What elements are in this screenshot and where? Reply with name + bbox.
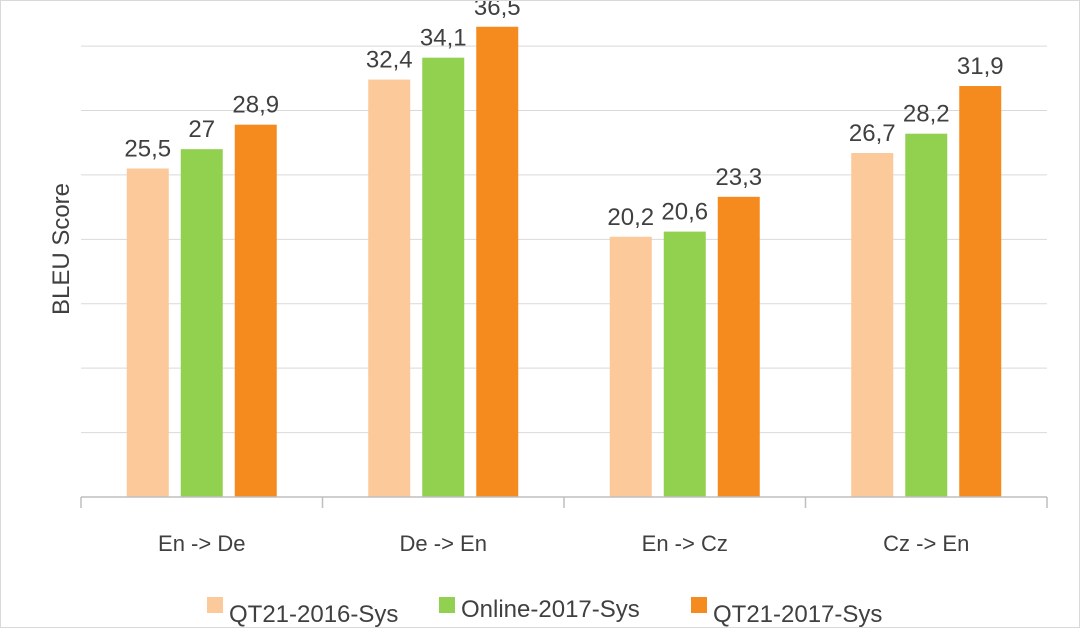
bar — [851, 153, 894, 497]
legend-label: QT21-2017-Sys — [713, 601, 882, 628]
legend: QT21-2016-Sys Online-2017-Sys QT21-2017-Sy… — [207, 596, 882, 628]
legend-label: QT21-2016-Sys — [229, 601, 398, 628]
data-label: 20,6 — [661, 199, 708, 226]
y-axis-label: BLEU Score — [48, 183, 75, 315]
data-label: 34,1 — [420, 25, 467, 52]
bar — [422, 57, 465, 497]
data-label: 26,7 — [849, 120, 896, 147]
x-axis: En -> De De -> En En -> Cz Cz -> En — [80, 496, 1048, 556]
legend-label: Online-2017-Sys — [461, 596, 640, 623]
legend-swatch — [691, 597, 707, 613]
data-label: 25,5 — [124, 135, 171, 162]
bar — [663, 231, 706, 497]
bar — [959, 86, 1002, 498]
data-label: 20,2 — [607, 204, 654, 231]
data-label: 23,3 — [715, 164, 762, 191]
data-label: 36,5 — [474, 1, 521, 21]
bar — [234, 124, 277, 498]
data-label: 27 — [188, 116, 215, 143]
bar — [609, 236, 652, 497]
bar — [368, 79, 411, 498]
legend-swatch — [207, 597, 223, 613]
data-label: 28,2 — [903, 101, 950, 128]
x-tick-label: De -> En — [400, 531, 487, 556]
data-label: 28,9 — [232, 92, 279, 119]
bar — [126, 168, 169, 497]
bar — [905, 133, 948, 497]
bar — [180, 149, 223, 498]
x-tick-label: En -> De — [158, 531, 245, 556]
x-tick-label: En -> Cz — [642, 531, 728, 556]
bar — [717, 196, 760, 498]
x-tick-label: Cz -> En — [883, 531, 969, 556]
bars — [126, 26, 1002, 498]
legend-swatch — [439, 597, 455, 613]
bar — [476, 26, 519, 497]
data-label: 31,9 — [957, 53, 1004, 80]
data-label: 32,4 — [366, 47, 413, 74]
data-labels: 25,5 27 28,9 32,4 34,1 36,5 20,2 20,6 23,3 26,7 28… — [124, 0, 1004, 231]
